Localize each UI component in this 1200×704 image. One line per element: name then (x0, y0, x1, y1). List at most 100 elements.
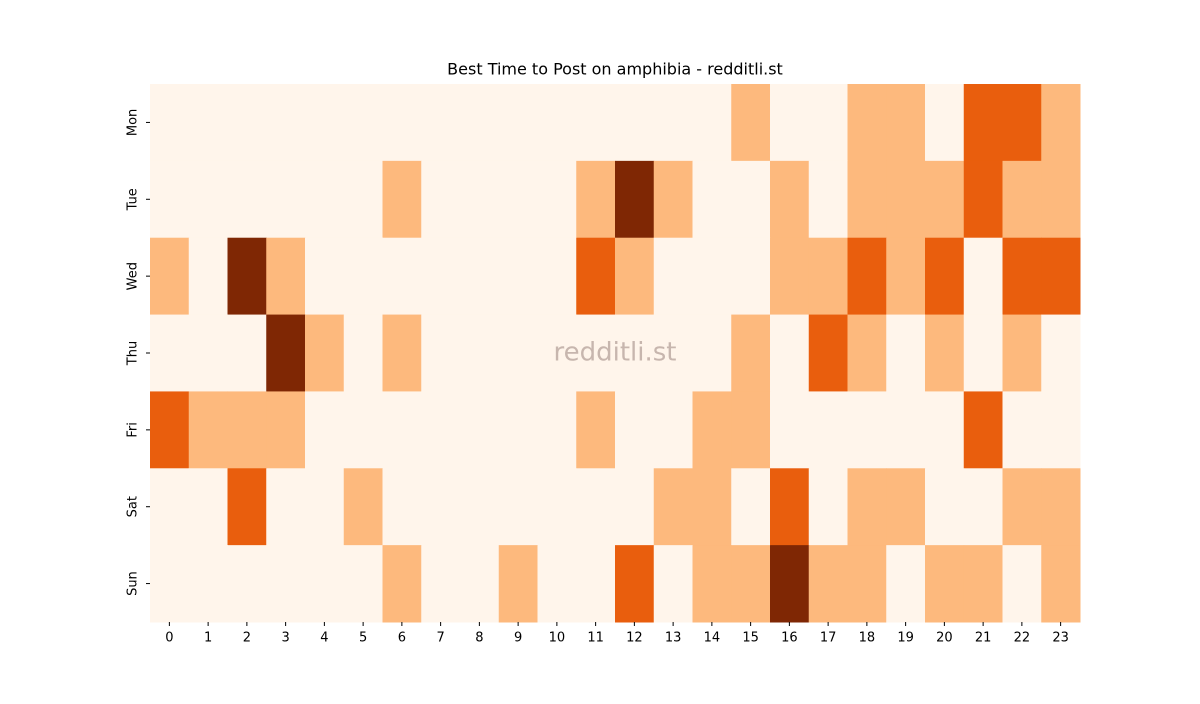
x-tick-label: 3 (281, 631, 289, 646)
heatmap-cell (305, 160, 345, 239)
heatmap-cells (150, 84, 1081, 623)
x-tick-label: 6 (398, 631, 406, 646)
heatmap-cell (537, 237, 577, 316)
heatmap-cell (925, 84, 965, 162)
heatmap-cell (421, 314, 461, 392)
heatmap-cell (770, 84, 810, 162)
heatmap-cell (963, 545, 1003, 623)
heatmap-cell (847, 84, 887, 162)
heatmap-cell (925, 545, 965, 623)
heatmap-cell (421, 237, 461, 316)
heatmap-cell (537, 314, 577, 392)
heatmap-cell (537, 160, 577, 239)
x-tick-label: 1 (204, 631, 212, 646)
heatmap-cell (576, 160, 616, 239)
heatmap-cell (615, 84, 655, 162)
heatmap-cell (615, 314, 655, 392)
heatmap-cell (1002, 314, 1042, 392)
heatmap-cell (537, 545, 577, 623)
heatmap-cell (266, 545, 306, 623)
heatmap-cell (731, 468, 771, 546)
heatmap-cell (1002, 545, 1042, 623)
watermark: redditli.st (554, 338, 677, 368)
heatmap-cell (963, 314, 1003, 392)
heatmap-cell (460, 314, 500, 392)
heatmap-cell (615, 237, 655, 316)
heatmap-cell (886, 314, 926, 392)
x-tick-label: 21 (975, 631, 992, 646)
heatmap-cell (692, 391, 732, 469)
heatmap-cell (847, 545, 887, 623)
heatmap-cell (150, 84, 190, 162)
x-tick-label: 11 (587, 631, 604, 646)
heatmap-cell (692, 468, 732, 546)
heatmap-cell (576, 468, 616, 546)
heatmap-cell (731, 545, 771, 623)
heatmap-cell (227, 468, 267, 546)
x-tick-label: 9 (514, 631, 522, 646)
heatmap-cell (188, 314, 228, 392)
heatmap-cell (188, 468, 228, 546)
x-tick-label: 22 (1014, 631, 1031, 646)
heatmap-cell (731, 314, 771, 392)
heatmap-cell (460, 545, 500, 623)
heatmap-cell (963, 84, 1003, 162)
heatmap-cell (808, 468, 848, 546)
heatmap-cell (150, 391, 190, 469)
heatmap-cell (382, 314, 422, 392)
heatmap-cell (925, 237, 965, 316)
x-tick-label: 5 (359, 631, 367, 646)
heatmap-cell (808, 545, 848, 623)
heatmap-cell (886, 84, 926, 162)
heatmap-cell (305, 468, 345, 546)
heatmap-cell (963, 160, 1003, 239)
heatmap-cell (266, 237, 306, 316)
heatmap-cell (343, 237, 383, 316)
heatmap-cell (731, 391, 771, 469)
heatmap-cell (808, 391, 848, 469)
y-tick-label: Sat (126, 496, 141, 517)
heatmap-cell (150, 314, 190, 392)
heatmap-cell (963, 468, 1003, 546)
heatmap-cell (808, 314, 848, 392)
heatmap-cell (421, 545, 461, 623)
heatmap-cell (537, 391, 577, 469)
x-tick-label: 12 (626, 631, 643, 646)
heatmap-cell (305, 84, 345, 162)
y-tick-label: Fri (126, 422, 141, 438)
heatmap-cell (537, 468, 577, 546)
heatmap-cell (770, 314, 810, 392)
heatmap-cell (343, 545, 383, 623)
heatmap-cell (188, 391, 228, 469)
x-tick-label: 20 (936, 631, 953, 646)
heatmap-cell (576, 237, 616, 316)
heatmap-cell (692, 545, 732, 623)
heatmap-cell (847, 391, 887, 469)
heatmap-cell (886, 160, 926, 239)
heatmap-cell (615, 160, 655, 239)
heatmap-cell (770, 545, 810, 623)
heatmap-cell (227, 314, 267, 392)
heatmap-cell (925, 160, 965, 239)
heatmap-cell (498, 237, 538, 316)
y-tick-label: Thu (126, 341, 141, 366)
heatmap-cell (1041, 84, 1081, 162)
heatmap-cell (1041, 160, 1081, 239)
heatmap-cell (1002, 237, 1042, 316)
heatmap-cell (886, 237, 926, 316)
heatmap-cell (808, 84, 848, 162)
heatmap-cell (188, 84, 228, 162)
heatmap-cell (731, 84, 771, 162)
heatmap-cell (421, 84, 461, 162)
heatmap-cell (227, 391, 267, 469)
heatmap-cell (1041, 545, 1081, 623)
heatmap-cell (266, 314, 306, 392)
heatmap-cell (305, 545, 345, 623)
heatmap-cell (266, 468, 306, 546)
heatmap-cell (615, 468, 655, 546)
heatmap-cell (498, 391, 538, 469)
heatmap-cell (692, 84, 732, 162)
heatmap-cell (770, 391, 810, 469)
x-tick-label: 0 (165, 631, 173, 646)
